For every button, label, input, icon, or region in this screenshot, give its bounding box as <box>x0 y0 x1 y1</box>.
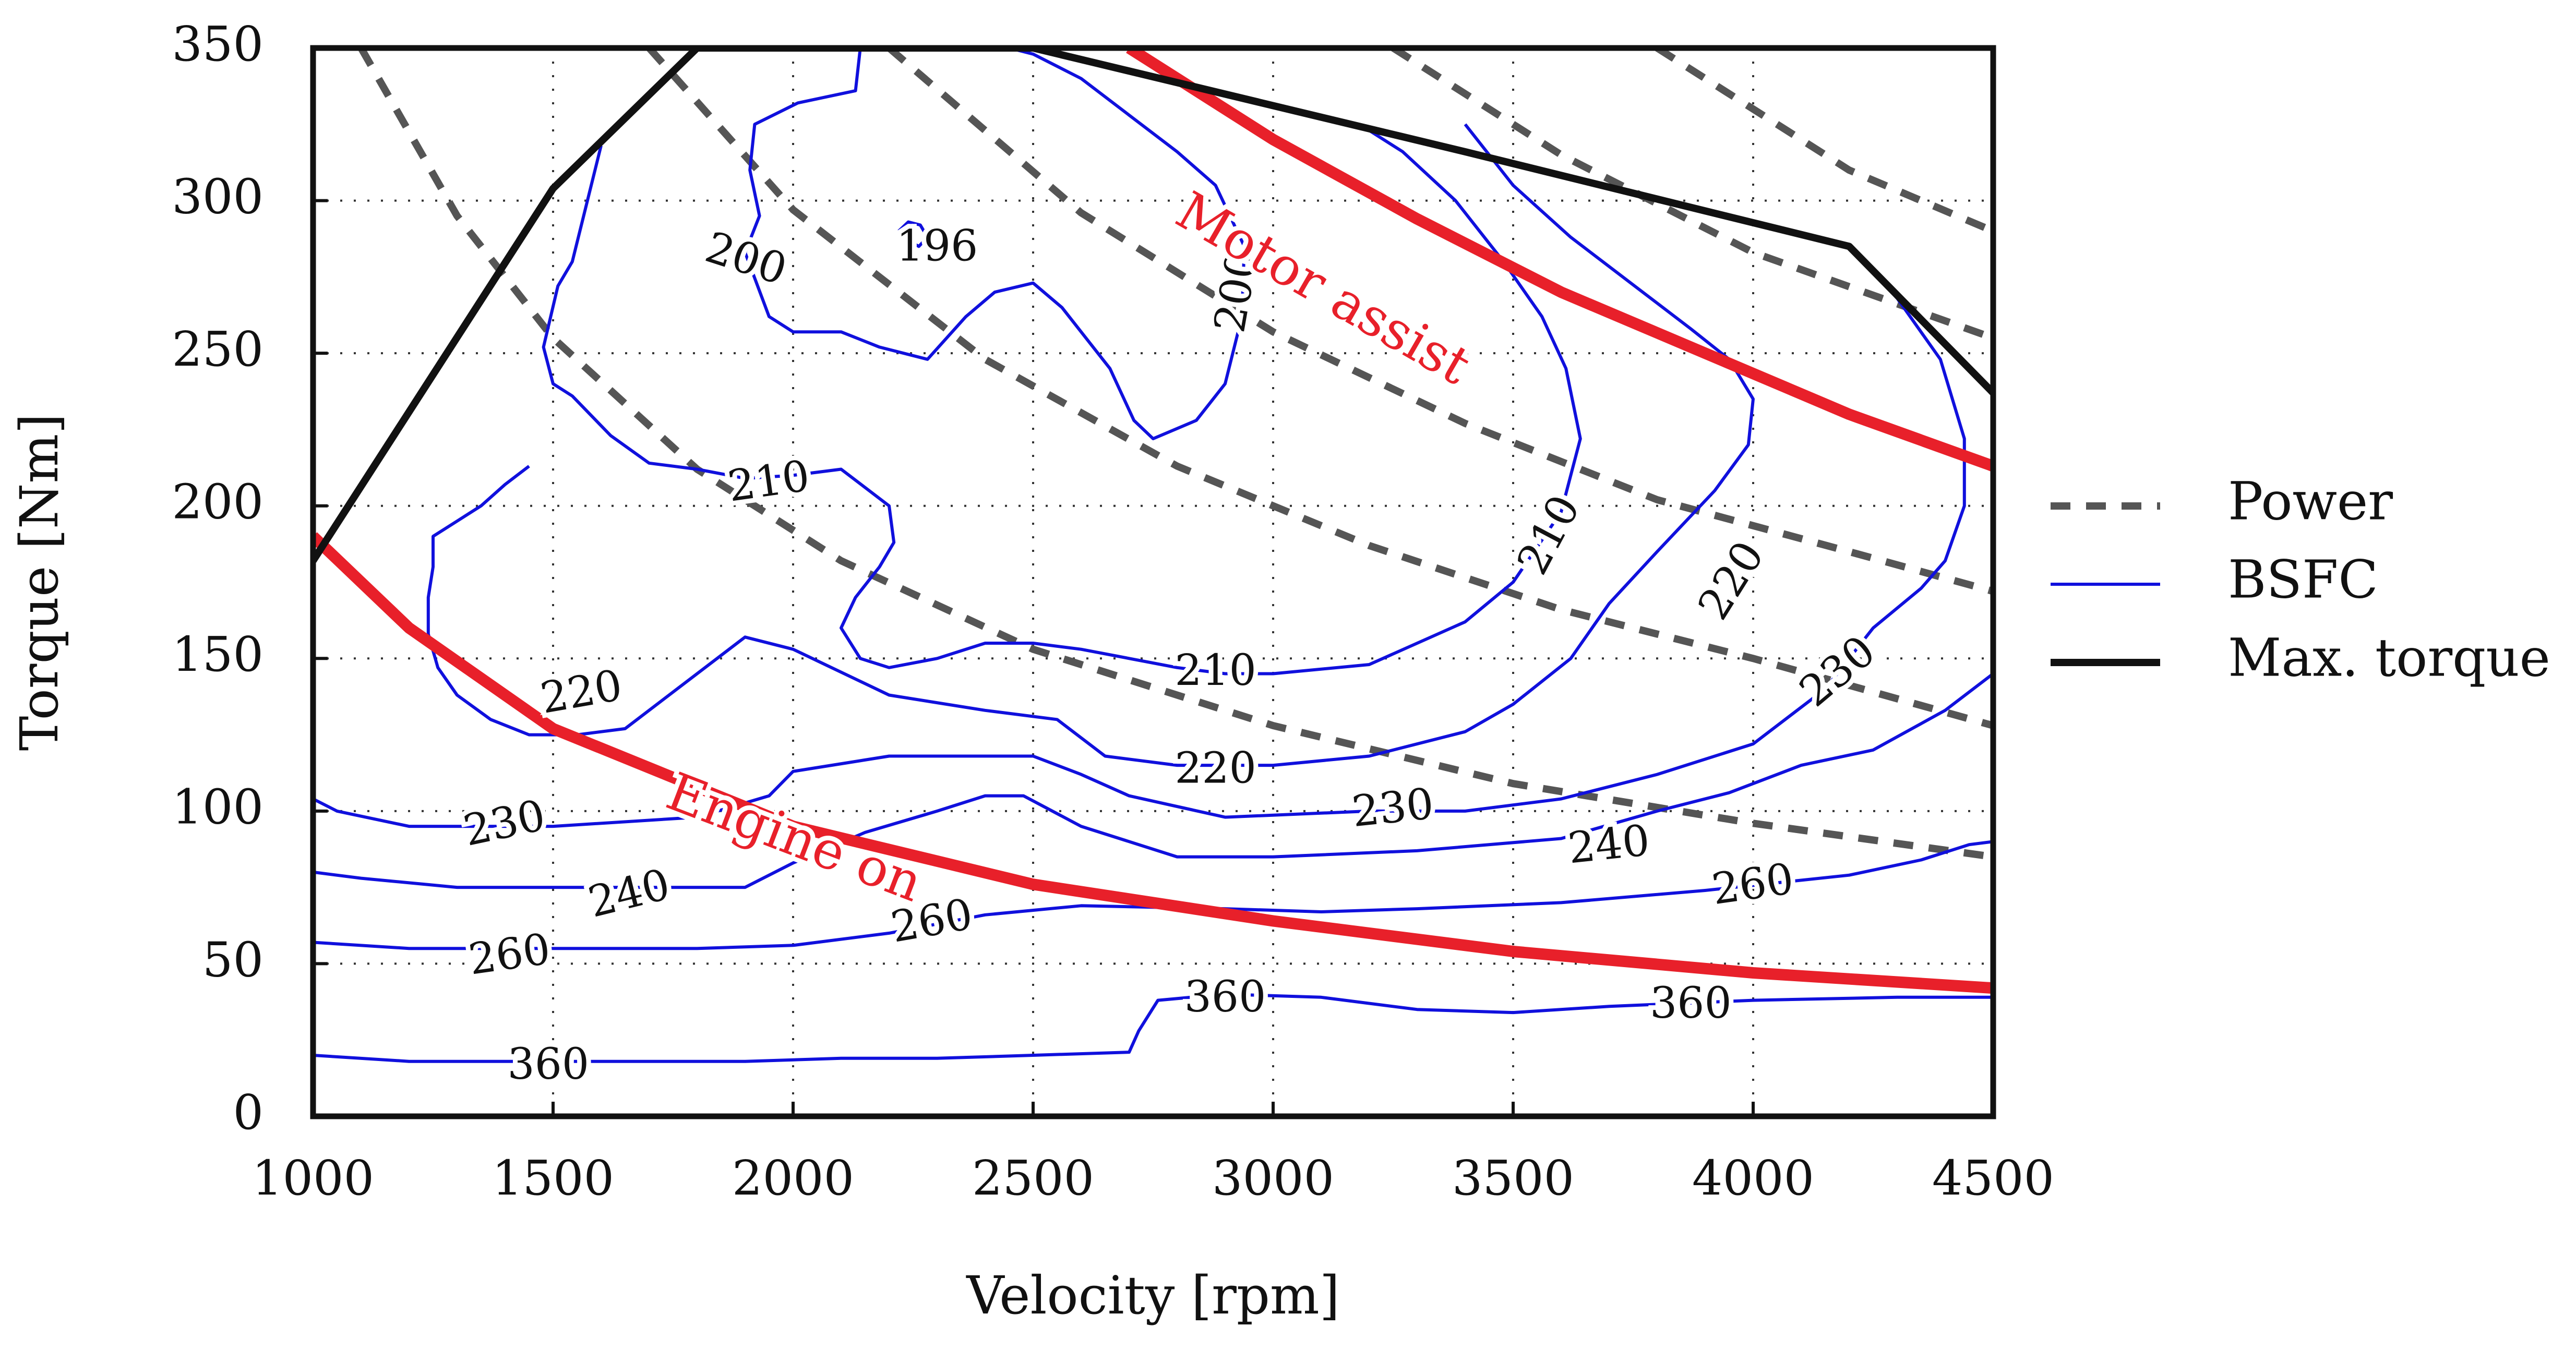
y-tick-label: 50 <box>202 932 263 987</box>
bsfc-contour-230 <box>313 245 1966 828</box>
bsfc-contour-220 <box>426 123 1755 767</box>
x-tick-label: 2000 <box>732 1150 854 1206</box>
bsfc-contour-196 <box>897 220 929 248</box>
strategy-curve <box>313 532 1993 994</box>
strategy-curves <box>313 48 1993 994</box>
y-tick-label: 200 <box>172 474 263 530</box>
y-tick-label: 0 <box>233 1084 263 1140</box>
power-curve <box>1655 48 1993 235</box>
bsfc-label: 220 <box>1688 533 1774 628</box>
bsfc-label: 210 <box>1175 646 1256 695</box>
bsfc-label: 360 <box>508 1040 590 1089</box>
bsfc-label: 200 <box>700 223 793 295</box>
x-tick-label: 1000 <box>252 1150 374 1206</box>
y-tick-label: 300 <box>172 168 263 224</box>
y-tick-label: 350 <box>172 16 263 72</box>
x-tick-label: 2500 <box>972 1150 1094 1206</box>
x-tick-label: 3500 <box>1452 1150 1574 1206</box>
legend-label: BSFC <box>2228 549 2378 610</box>
legend: Power BSFC Max. torque <box>2051 471 2550 689</box>
legend-label: Power <box>2228 471 2393 532</box>
bsfc-contour-210 <box>542 123 1582 676</box>
power-curve <box>357 48 1993 861</box>
bsfc-label: 230 <box>1350 779 1436 837</box>
bsfc-label: 220 <box>537 660 626 724</box>
y-tick-label: 150 <box>172 626 263 682</box>
x-tick-label: 4500 <box>1932 1150 2054 1206</box>
bsfc-label: 260 <box>1709 854 1796 914</box>
bsfc-label: 210 <box>725 451 812 512</box>
bsfc-label: 210 <box>1508 487 1590 583</box>
x-tick-label: 4000 <box>1692 1150 1814 1206</box>
x-axis-label: Velocity [rpm] <box>966 1265 1340 1326</box>
max-torque-curve <box>313 48 1993 563</box>
bsfc-label: 220 <box>1175 743 1256 793</box>
bsfc-label: 360 <box>1184 972 1266 1022</box>
plot-frame <box>310 45 1996 1119</box>
bsfc-contour-240 <box>313 672 1993 889</box>
strategy-curve <box>1126 48 1993 472</box>
x-tick-label: 1500 <box>492 1150 614 1206</box>
region-label: Engine on <box>659 761 931 913</box>
legend-label: Max. torque <box>2228 628 2550 689</box>
max-torque-curve-group <box>313 48 1993 563</box>
bsfc-contour-200 <box>744 48 1246 440</box>
bsfc-contour-360 <box>313 992 1993 1063</box>
bsfc-label: 260 <box>465 924 553 985</box>
power-curve <box>886 48 1993 595</box>
x-tick-label: 3000 <box>1212 1150 1334 1206</box>
y-tick-label: 250 <box>172 321 263 377</box>
bsfc-label: 196 <box>896 222 978 271</box>
x-axis-ticks: 1000 1500 2000 2500 3000 3500 4000 4500 <box>252 1102 2054 1206</box>
power-curve <box>1391 48 1993 342</box>
bsfc-label: 240 <box>1566 816 1652 874</box>
y-tick-label: 100 <box>172 779 263 835</box>
bsfc-label: 360 <box>1650 979 1732 1028</box>
bsfc-label: 240 <box>583 860 675 927</box>
y-axis-ticks: 0 50 100 150 200 250 300 350 <box>172 16 328 1140</box>
y-axis-label: Torque [Nm] <box>9 414 70 751</box>
power-curves <box>357 48 1993 861</box>
power-curve <box>646 48 1993 729</box>
bsfc-label: 230 <box>459 791 549 856</box>
